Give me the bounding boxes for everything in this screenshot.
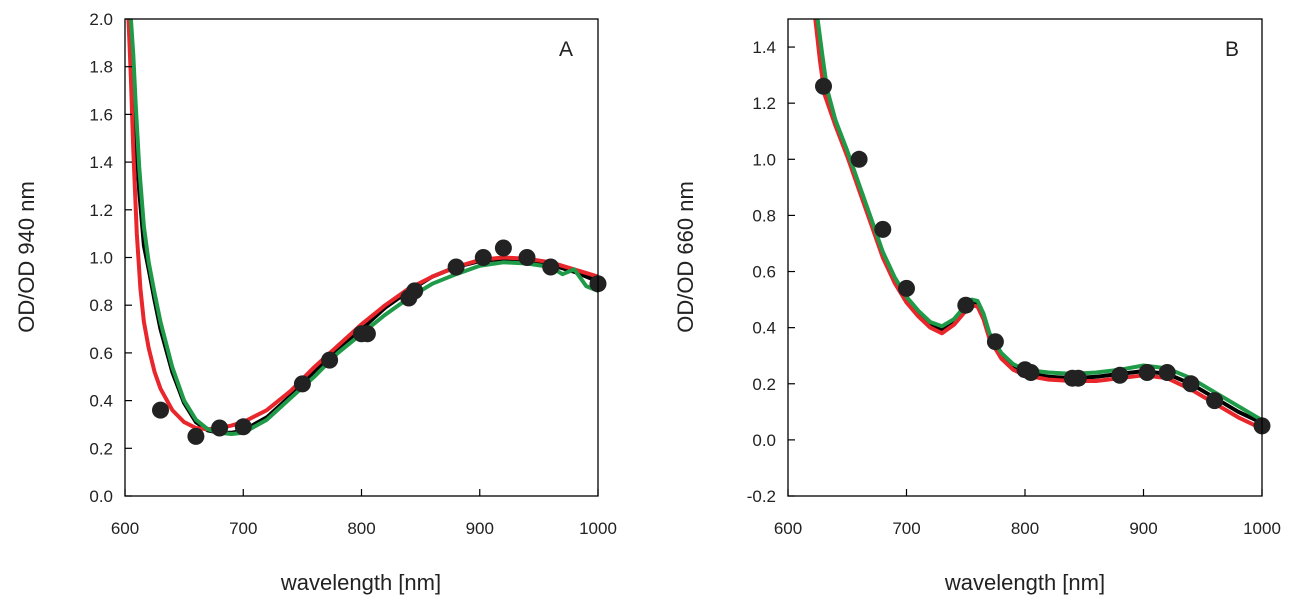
panel-b-y-tick-label: -0.2 xyxy=(747,487,776,506)
panel-b-y-tick-label: 1.2 xyxy=(752,94,776,113)
panel-a-y-tick-label: 2.0 xyxy=(89,10,113,29)
panel-b-x-tick-label: 800 xyxy=(1011,519,1039,538)
panel-b-points-layer xyxy=(815,77,1271,435)
panel-b: 600 700 800 900 1000 -0.2 0.0 0.2 0.4 0.6 0.8 1.0 1… xyxy=(673,18,1281,595)
panel-a-data-point xyxy=(494,239,512,257)
panel-b-plot-frame xyxy=(787,18,1263,497)
panel-a-y-tick-label: 1.4 xyxy=(89,153,113,172)
panel-a-y-tick-label: 0.0 xyxy=(89,487,113,506)
panel-a-y-axis-label: OD/OD 940 nm xyxy=(14,181,39,333)
panel-b-data-point xyxy=(1158,364,1176,381)
panel-b-y-tick-label: 0.4 xyxy=(752,319,776,338)
panel-b-y-tick-label: 0.0 xyxy=(752,431,776,450)
panel-a-y-ticks: 0.0 0.2 0.4 0.6 0.8 1.0 1.2 1.4 1.6 1.8 2.0 xyxy=(89,10,132,506)
panel-b-letter: B xyxy=(1225,38,1239,61)
panel-a-data-point xyxy=(447,258,465,276)
panel-b-data-point xyxy=(986,333,1004,351)
panel-a-x-tick-label: 600 xyxy=(111,519,139,538)
panel-a-series-layer xyxy=(126,19,598,436)
panel-b-x-ticks: 600 700 800 900 1000 xyxy=(774,489,1281,538)
panel-a-series-red-line xyxy=(126,19,598,432)
panel-b-data-point xyxy=(1022,364,1040,381)
panel-a-y-tick-label: 1.6 xyxy=(89,105,113,124)
panel-a-data-point xyxy=(474,249,492,266)
panel-b-y-tick-label: 0.8 xyxy=(752,206,776,225)
panel-a-data-point xyxy=(542,258,560,276)
panel-a-y-tick-label: 1.2 xyxy=(89,201,113,220)
panel-b-data-point xyxy=(850,150,868,168)
panel-b-y-tick-label: 0.6 xyxy=(752,263,776,282)
panel-b-data-point xyxy=(898,279,915,297)
panel-b-x-tick-label: 900 xyxy=(1129,519,1157,538)
panel-b-y-tick-label: 1.0 xyxy=(752,150,776,169)
panel-a-y-tick-label: 0.2 xyxy=(89,439,113,458)
panel-a-series-green-line xyxy=(128,19,598,436)
panel-b-y-tick-label: 1.4 xyxy=(752,38,776,57)
panel-b-y-axis-label: OD/OD 660 nm xyxy=(673,181,698,333)
panel-a-points-layer xyxy=(152,239,607,445)
panel-b-x-tick-label: 600 xyxy=(774,519,802,538)
panel-a-y-tick-label: 1.8 xyxy=(89,58,113,77)
panel-b-x-axis-label: wavelength [nm] xyxy=(944,570,1105,595)
panel-b-data-point xyxy=(874,220,892,238)
panel-b-x-tick-label: 700 xyxy=(892,519,920,538)
panel-a: 600 700 800 900 1000 0.0 0.2 0.4 0.6 0.8 1.0 1.2 1.… xyxy=(14,10,617,595)
panel-a-data-point xyxy=(358,325,376,343)
panel-a-y-tick-label: 0.6 xyxy=(89,344,113,363)
panel-a-data-point xyxy=(234,418,252,436)
panel-b-y-tick-label: 0.2 xyxy=(752,375,776,394)
panel-b-data-point xyxy=(815,77,832,95)
panel-b-x-tick-label: 1000 xyxy=(1243,519,1281,538)
panel-b-y-ticks: -0.2 0.0 0.2 0.4 0.6 0.8 1.0 1.2 1.4 xyxy=(747,38,795,506)
panel-a-x-ticks: 600 700 800 900 1000 xyxy=(111,489,617,538)
panel-b-data-point xyxy=(1206,392,1224,410)
panel-a-y-tick-label: 0.4 xyxy=(89,392,113,411)
panel-a-y-tick-label: 0.8 xyxy=(89,296,113,315)
panel-b-data-point xyxy=(957,296,975,314)
panel-a-x-tick-label: 700 xyxy=(229,519,257,538)
panel-a-x-tick-label: 900 xyxy=(466,519,494,538)
panel-b-data-point xyxy=(1138,364,1156,381)
panel-a-data-point xyxy=(187,427,205,445)
panel-b-data-point xyxy=(1182,375,1200,393)
panel-a-series-black-line xyxy=(127,19,598,435)
panel-a-data-point xyxy=(518,249,536,266)
panel-a-data-point xyxy=(321,351,339,369)
panel-b-series-green-line xyxy=(815,19,1262,423)
panel-b-data-point xyxy=(1111,366,1129,384)
panel-a-x-axis-label: wavelength [nm] xyxy=(280,570,441,595)
panel-a-data-point xyxy=(406,282,424,300)
panel-a-x-tick-label: 800 xyxy=(347,519,375,538)
panel-a-letter: A xyxy=(559,38,573,61)
panel-b-data-point xyxy=(1069,369,1087,387)
panel-a-data-point xyxy=(152,401,169,419)
panel-a-data-point xyxy=(293,375,311,393)
panel-a-data-point xyxy=(211,419,229,437)
panel-a-y-tick-label: 1.0 xyxy=(89,249,113,268)
panel-a-x-tick-label: 1000 xyxy=(579,519,617,538)
